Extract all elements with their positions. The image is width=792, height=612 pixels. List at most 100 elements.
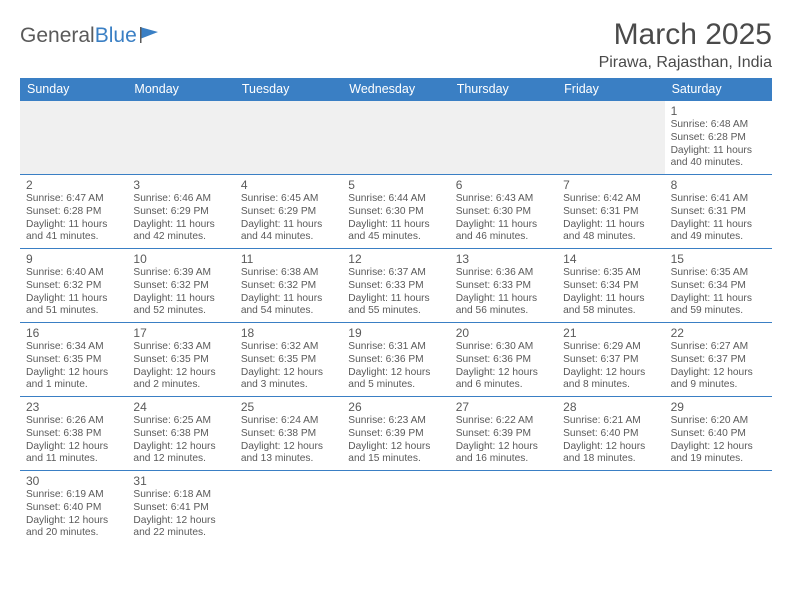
daylight-text: Daylight: 12 hours and 2 minutes. [133, 367, 228, 393]
day-number: 23 [26, 400, 121, 414]
sunset-text: Sunset: 6:35 PM [26, 354, 121, 367]
sunset-text: Sunset: 6:37 PM [671, 354, 766, 367]
weekday-header: Saturday [665, 78, 772, 101]
sunrise-text: Sunrise: 6:23 AM [348, 415, 443, 428]
sunrise-text: Sunrise: 6:20 AM [671, 415, 766, 428]
daylight-text: Daylight: 11 hours and 44 minutes. [241, 219, 336, 245]
day-number: 9 [26, 252, 121, 266]
daylight-text: Daylight: 11 hours and 45 minutes. [348, 219, 443, 245]
sunrise-text: Sunrise: 6:29 AM [563, 341, 658, 354]
day-cell: 22Sunrise: 6:27 AMSunset: 6:37 PMDayligh… [665, 323, 772, 396]
sunset-text: Sunset: 6:32 PM [133, 280, 228, 293]
day-number: 28 [563, 400, 658, 414]
day-cell: 20Sunrise: 6:30 AMSunset: 6:36 PMDayligh… [450, 323, 557, 396]
daylight-text: Daylight: 11 hours and 42 minutes. [133, 219, 228, 245]
daylight-text: Daylight: 11 hours and 51 minutes. [26, 293, 121, 319]
daylight-text: Daylight: 11 hours and 48 minutes. [563, 219, 658, 245]
day-number: 30 [26, 474, 121, 488]
weekday-header: Sunday [20, 78, 127, 101]
day-cell: 8Sunrise: 6:41 AMSunset: 6:31 PMDaylight… [665, 175, 772, 248]
day-cell: 9Sunrise: 6:40 AMSunset: 6:32 PMDaylight… [20, 249, 127, 322]
sunset-text: Sunset: 6:36 PM [348, 354, 443, 367]
sunset-text: Sunset: 6:37 PM [563, 354, 658, 367]
empty-cell [235, 471, 342, 544]
day-cell: 15Sunrise: 6:35 AMSunset: 6:34 PMDayligh… [665, 249, 772, 322]
daylight-text: Daylight: 11 hours and 58 minutes. [563, 293, 658, 319]
week-row: 1Sunrise: 6:48 AMSunset: 6:28 PMDaylight… [20, 101, 772, 175]
sunset-text: Sunset: 6:40 PM [671, 428, 766, 441]
day-cell: 31Sunrise: 6:18 AMSunset: 6:41 PMDayligh… [127, 471, 234, 544]
sunset-text: Sunset: 6:34 PM [671, 280, 766, 293]
sunrise-text: Sunrise: 6:38 AM [241, 267, 336, 280]
day-cell: 24Sunrise: 6:25 AMSunset: 6:38 PMDayligh… [127, 397, 234, 470]
page-header: GeneralBlue March 2025 Pirawa, Rajasthan… [20, 18, 772, 72]
empty-cell [665, 471, 772, 544]
week-row: 2Sunrise: 6:47 AMSunset: 6:28 PMDaylight… [20, 175, 772, 249]
sunrise-text: Sunrise: 6:43 AM [456, 193, 551, 206]
sunset-text: Sunset: 6:38 PM [26, 428, 121, 441]
daylight-text: Daylight: 12 hours and 3 minutes. [241, 367, 336, 393]
sunset-text: Sunset: 6:32 PM [241, 280, 336, 293]
sunrise-text: Sunrise: 6:46 AM [133, 193, 228, 206]
day-cell: 16Sunrise: 6:34 AMSunset: 6:35 PMDayligh… [20, 323, 127, 396]
sunrise-text: Sunrise: 6:21 AM [563, 415, 658, 428]
week-row: 23Sunrise: 6:26 AMSunset: 6:38 PMDayligh… [20, 397, 772, 471]
day-cell: 28Sunrise: 6:21 AMSunset: 6:40 PMDayligh… [557, 397, 664, 470]
sunrise-text: Sunrise: 6:33 AM [133, 341, 228, 354]
weekday-header: Thursday [450, 78, 557, 101]
day-cell: 12Sunrise: 6:37 AMSunset: 6:33 PMDayligh… [342, 249, 449, 322]
sunrise-text: Sunrise: 6:41 AM [671, 193, 766, 206]
sunrise-text: Sunrise: 6:31 AM [348, 341, 443, 354]
sunrise-text: Sunrise: 6:18 AM [133, 489, 228, 502]
daylight-text: Daylight: 11 hours and 52 minutes. [133, 293, 228, 319]
day-cell: 14Sunrise: 6:35 AMSunset: 6:34 PMDayligh… [557, 249, 664, 322]
day-number: 1 [671, 104, 766, 118]
sunrise-text: Sunrise: 6:25 AM [133, 415, 228, 428]
empty-cell [450, 101, 557, 174]
sunrise-text: Sunrise: 6:35 AM [671, 267, 766, 280]
sunset-text: Sunset: 6:28 PM [26, 206, 121, 219]
daylight-text: Daylight: 11 hours and 49 minutes. [671, 219, 766, 245]
daylight-text: Daylight: 12 hours and 8 minutes. [563, 367, 658, 393]
daylight-text: Daylight: 12 hours and 13 minutes. [241, 441, 336, 467]
day-cell: 7Sunrise: 6:42 AMSunset: 6:31 PMDaylight… [557, 175, 664, 248]
sunrise-text: Sunrise: 6:24 AM [241, 415, 336, 428]
day-cell: 2Sunrise: 6:47 AMSunset: 6:28 PMDaylight… [20, 175, 127, 248]
sunset-text: Sunset: 6:31 PM [563, 206, 658, 219]
sunrise-text: Sunrise: 6:47 AM [26, 193, 121, 206]
day-number: 5 [348, 178, 443, 192]
daylight-text: Daylight: 12 hours and 1 minute. [26, 367, 121, 393]
logo-text-2: Blue [95, 24, 137, 48]
day-cell: 18Sunrise: 6:32 AMSunset: 6:35 PMDayligh… [235, 323, 342, 396]
day-number: 19 [348, 326, 443, 340]
daylight-text: Daylight: 12 hours and 15 minutes. [348, 441, 443, 467]
day-number: 10 [133, 252, 228, 266]
sunset-text: Sunset: 6:30 PM [348, 206, 443, 219]
sunrise-text: Sunrise: 6:36 AM [456, 267, 551, 280]
sunset-text: Sunset: 6:39 PM [456, 428, 551, 441]
day-number: 13 [456, 252, 551, 266]
weekday-header-row: Sunday Monday Tuesday Wednesday Thursday… [20, 78, 772, 101]
sunrise-text: Sunrise: 6:34 AM [26, 341, 121, 354]
day-cell: 13Sunrise: 6:36 AMSunset: 6:33 PMDayligh… [450, 249, 557, 322]
weekday-header: Wednesday [342, 78, 449, 101]
day-cell: 26Sunrise: 6:23 AMSunset: 6:39 PMDayligh… [342, 397, 449, 470]
title-block: March 2025 Pirawa, Rajasthan, India [599, 18, 772, 72]
sunset-text: Sunset: 6:38 PM [241, 428, 336, 441]
weekday-header: Tuesday [235, 78, 342, 101]
day-cell: 5Sunrise: 6:44 AMSunset: 6:30 PMDaylight… [342, 175, 449, 248]
daylight-text: Daylight: 11 hours and 41 minutes. [26, 219, 121, 245]
sunset-text: Sunset: 6:40 PM [563, 428, 658, 441]
day-number: 24 [133, 400, 228, 414]
day-cell: 1Sunrise: 6:48 AMSunset: 6:28 PMDaylight… [665, 101, 772, 174]
daylight-text: Daylight: 12 hours and 12 minutes. [133, 441, 228, 467]
sunset-text: Sunset: 6:31 PM [671, 206, 766, 219]
sunset-text: Sunset: 6:35 PM [133, 354, 228, 367]
sunset-text: Sunset: 6:29 PM [133, 206, 228, 219]
day-number: 21 [563, 326, 658, 340]
day-number: 29 [671, 400, 766, 414]
daylight-text: Daylight: 12 hours and 22 minutes. [133, 515, 228, 541]
sunrise-text: Sunrise: 6:32 AM [241, 341, 336, 354]
day-number: 6 [456, 178, 551, 192]
day-cell: 3Sunrise: 6:46 AMSunset: 6:29 PMDaylight… [127, 175, 234, 248]
